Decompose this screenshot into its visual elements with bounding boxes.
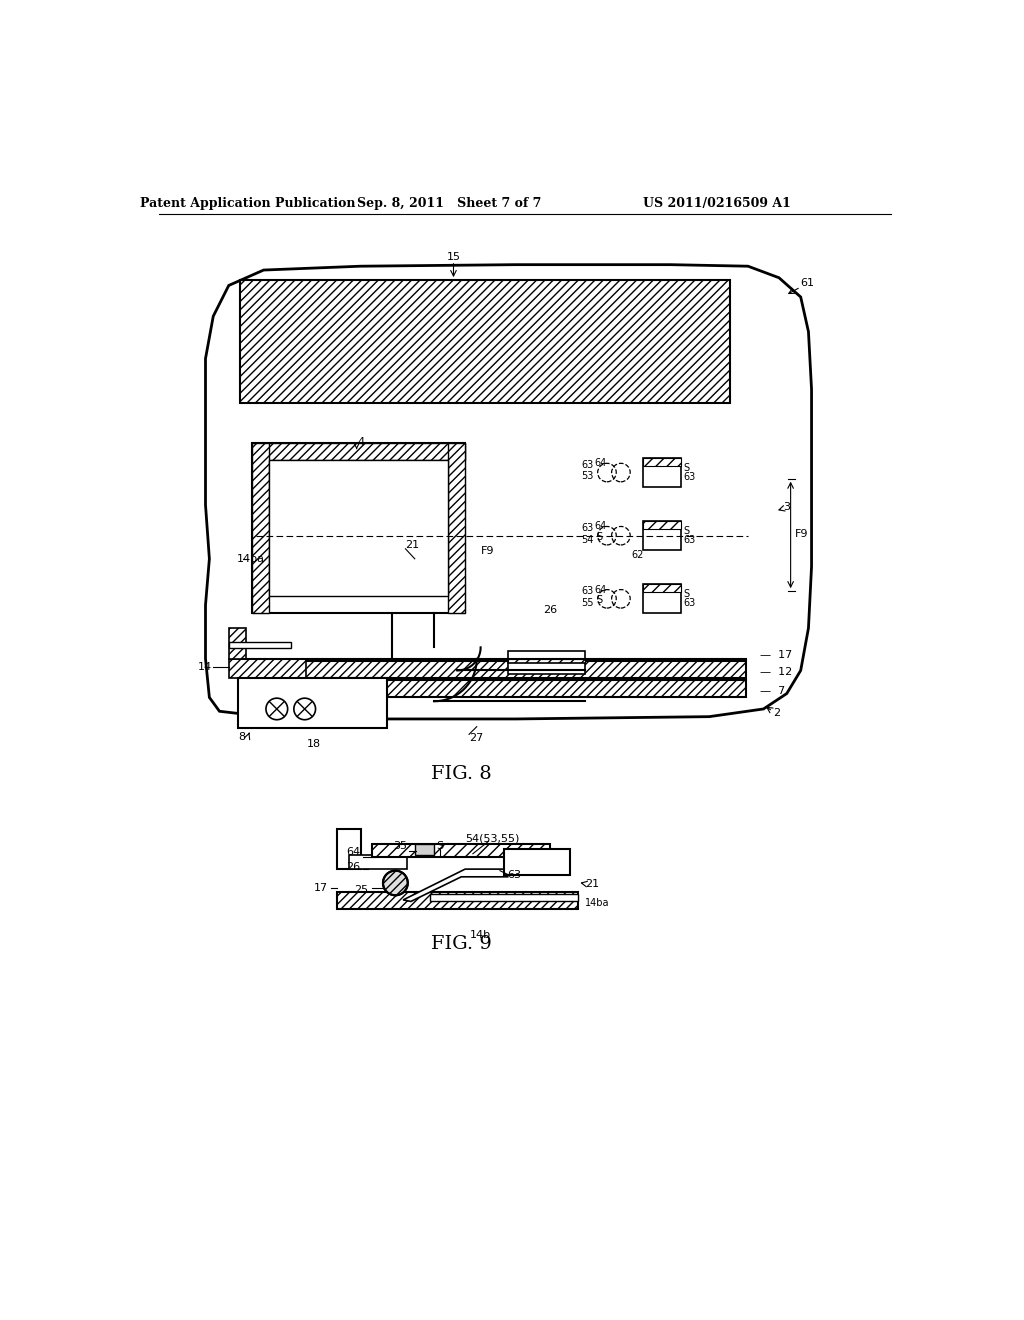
Bar [508,659,586,663]
Bar [643,521,681,529]
Text: 21: 21 [586,879,599,888]
Bar [238,678,387,729]
Text: —  7: — 7 [760,686,784,696]
Text: Patent Application Publication: Patent Application Publication [140,197,356,210]
Text: 26: 26 [346,862,360,871]
Bar [508,663,586,675]
Text: F9: F9 [480,546,495,556]
Text: 14: 14 [198,661,212,672]
Bar [643,458,681,487]
Text: 35: 35 [393,841,407,851]
Bar [349,855,407,869]
Text: 63: 63 [582,459,594,470]
Text: FIG. 9: FIG. 9 [431,935,492,953]
Text: 55: 55 [582,598,594,607]
Text: —  12: — 12 [760,667,792,677]
Text: 64: 64 [595,458,607,467]
Bar [643,458,681,466]
Text: 63: 63 [683,536,695,545]
Bar [252,444,465,461]
Bar [243,661,746,678]
Text: S: S [596,532,602,543]
Text: 64: 64 [346,847,360,857]
Bar [643,521,681,550]
Text: S: S [436,841,443,851]
Text: 14b: 14b [470,931,492,940]
Text: 14ba: 14ba [237,554,264,564]
Polygon shape [403,869,508,902]
Bar [228,628,246,659]
Text: 62: 62 [632,550,644,560]
PathPatch shape [206,264,812,719]
Text: 14ba: 14ba [586,898,609,908]
Bar [430,894,578,902]
Bar [504,849,569,875]
Text: 63: 63 [582,523,594,533]
Text: 18: 18 [307,739,322,748]
Bar [415,845,434,855]
Bar [643,585,681,614]
Bar [337,829,360,869]
Text: S: S [683,527,689,536]
Bar [449,444,465,612]
Text: 64: 64 [595,521,607,532]
Text: 27: 27 [469,733,483,743]
Text: F9: F9 [795,529,808,539]
Bar [228,642,291,648]
Text: 63: 63 [508,870,522,879]
Text: 54: 54 [582,535,594,545]
Bar [243,282,728,401]
Text: 63: 63 [582,586,594,597]
Text: S: S [683,589,689,599]
Text: 54(53,55): 54(53,55) [465,833,519,843]
Text: Sep. 8, 2011   Sheet 7 of 7: Sep. 8, 2011 Sheet 7 of 7 [357,197,542,210]
Text: 3: 3 [783,502,790,512]
Bar [269,461,449,595]
Text: 64: 64 [595,585,607,594]
Bar [643,585,681,591]
Circle shape [383,871,408,895]
Bar [243,681,746,697]
Text: 4: 4 [357,437,365,446]
Text: 21: 21 [406,540,420,550]
Bar [252,444,465,612]
Bar [508,651,586,663]
Text: 63: 63 [683,473,695,482]
Text: 53: 53 [582,471,594,482]
Bar [337,892,578,909]
Text: 17: 17 [313,883,328,892]
Bar [372,845,550,857]
Text: S: S [596,595,602,606]
Text: 2: 2 [773,708,780,718]
Text: 61: 61 [801,279,815,288]
Bar [228,659,306,678]
Text: 63: 63 [683,598,695,609]
Text: US 2011/0216509 A1: US 2011/0216509 A1 [643,197,791,210]
Text: S: S [683,463,689,473]
Text: 25: 25 [354,884,369,895]
Text: 15: 15 [446,252,461,261]
Bar [252,444,269,612]
Text: 26: 26 [544,606,557,615]
Bar [241,280,730,404]
Text: FIG. 8: FIG. 8 [431,766,492,783]
Text: —  17: — 17 [760,649,792,660]
Text: 8: 8 [239,733,246,742]
